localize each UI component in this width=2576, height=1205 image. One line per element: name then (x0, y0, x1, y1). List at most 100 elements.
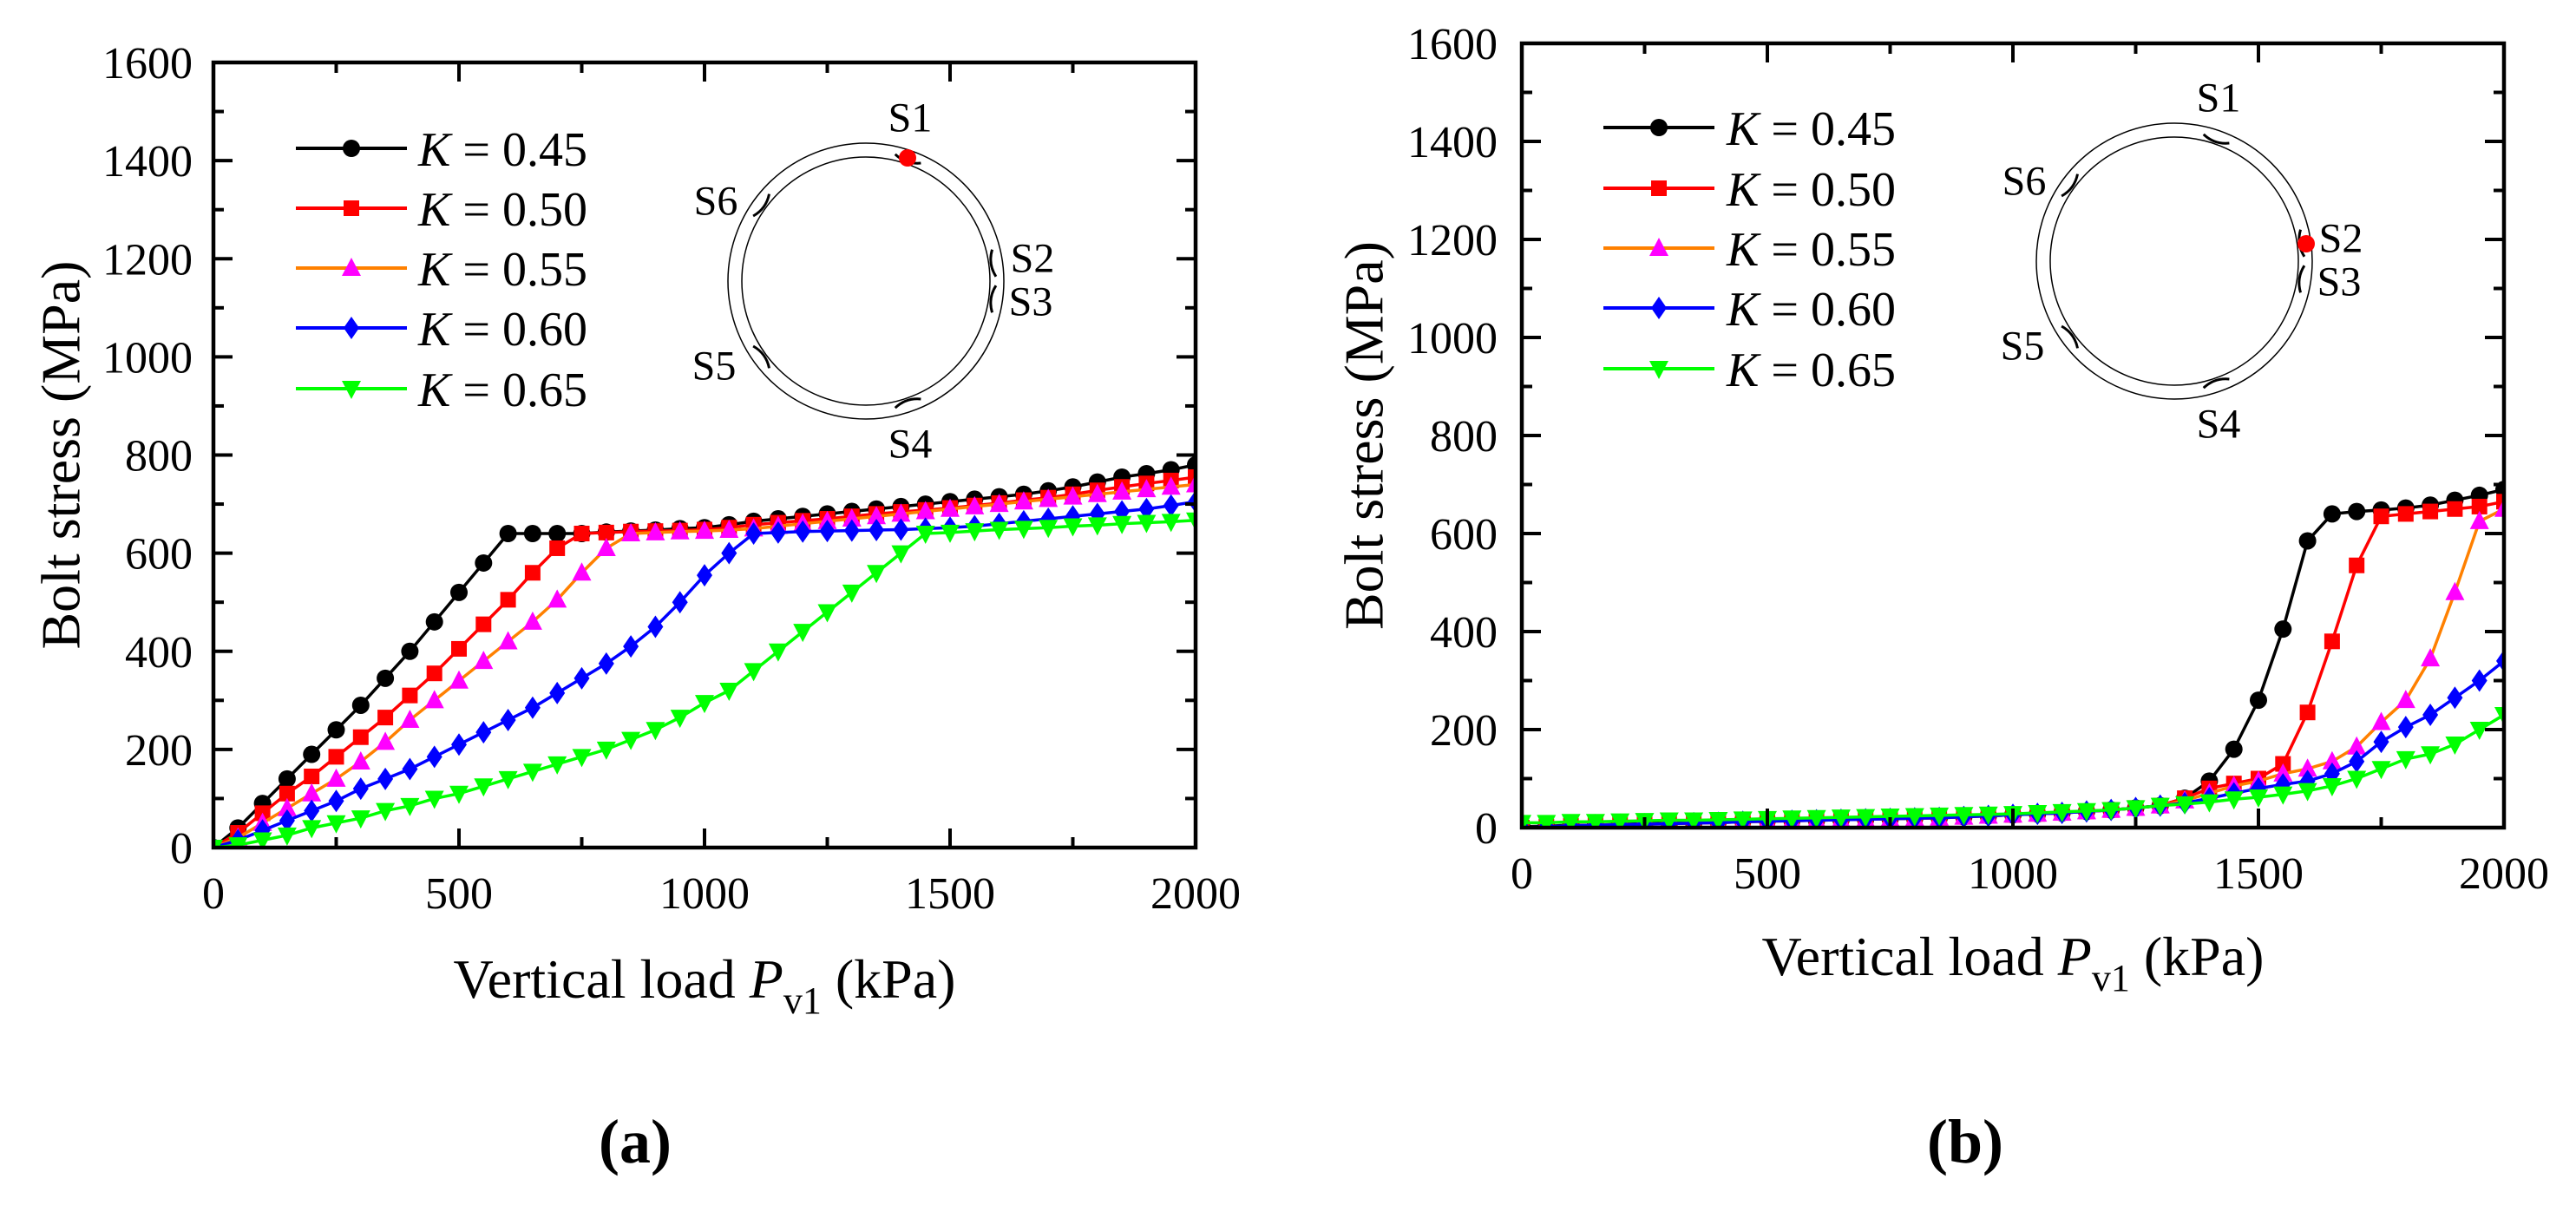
data-point (523, 525, 541, 542)
data-point (941, 524, 960, 543)
legend-label: K = 0.45 (1726, 102, 1896, 156)
data-point (670, 521, 690, 540)
plot-area (213, 455, 1196, 848)
data-point (1186, 474, 1196, 493)
data-point (2249, 789, 2268, 808)
legend-marker (344, 200, 359, 216)
data-point (989, 494, 1009, 513)
plot-area (1522, 481, 2504, 828)
data-point (451, 640, 467, 657)
y-tick-label: 200 (125, 726, 193, 776)
data-point (2052, 803, 2072, 822)
legend-marker (1651, 180, 1667, 196)
legend-item: K = 0.45 (1603, 102, 1896, 156)
bolt-icon (752, 344, 770, 369)
data-point (1013, 491, 1033, 510)
data-point (1161, 514, 1181, 533)
data-point (2273, 763, 2293, 782)
legend-marker (1649, 361, 1668, 379)
data-point (228, 837, 248, 848)
data-point (695, 695, 714, 714)
data-point (1806, 809, 1826, 828)
data-point (2347, 736, 2367, 755)
series-045 (1522, 481, 2504, 828)
y-tick-label: 1000 (102, 333, 193, 383)
data-point (2297, 783, 2317, 802)
data-point (2397, 506, 2414, 522)
legend-marker (343, 140, 360, 157)
data-point (2028, 805, 2048, 824)
data-point (1978, 806, 1998, 825)
data-point (498, 631, 518, 650)
data-point (1161, 476, 1181, 495)
data-point (768, 643, 788, 662)
panel-label: (a) (599, 1107, 672, 1176)
data-point (426, 745, 442, 769)
data-point (2150, 797, 2170, 816)
legend-item: K = 0.45 (296, 123, 587, 177)
data-point (1137, 514, 1157, 534)
legend-label: K = 0.65 (1726, 344, 1896, 397)
data-point (2445, 736, 2465, 755)
y-tick-label: 1400 (1407, 118, 1498, 167)
data-point (574, 526, 590, 541)
bolt-icon (894, 397, 921, 409)
legend-item: K = 0.50 (296, 183, 587, 237)
data-point (695, 521, 714, 540)
data-point (522, 763, 542, 783)
data-point (302, 820, 322, 839)
series-045 (213, 455, 1196, 848)
data-point (328, 789, 344, 813)
bolt-position-label: S6 (694, 179, 738, 225)
x-tick-label: 1000 (659, 869, 750, 919)
data-point (1659, 812, 1679, 828)
data-point (842, 584, 862, 603)
x-tick-label: 2000 (2459, 849, 2549, 899)
data-point (1063, 518, 1083, 537)
y-tick-label: 400 (1430, 608, 1498, 658)
data-point (304, 768, 320, 784)
series-065 (213, 512, 1196, 848)
y-tick-label: 1600 (102, 39, 193, 88)
data-point (1684, 812, 1704, 828)
data-point (424, 790, 444, 809)
data-point (2101, 802, 2121, 821)
data-point (277, 827, 297, 846)
data-point (1733, 811, 1753, 828)
x-axis-label-suffix: (kPa) (822, 948, 956, 1010)
data-point (817, 604, 837, 623)
data-point (2373, 730, 2389, 754)
data-point (647, 615, 664, 639)
panel-label: (b) (1927, 1107, 2003, 1176)
data-point (2299, 704, 2316, 721)
data-point (965, 523, 985, 542)
x-tick-label: 1500 (905, 869, 995, 919)
data-point (304, 799, 320, 822)
data-point (2348, 502, 2366, 521)
data-point (719, 520, 739, 539)
data-point (623, 635, 639, 658)
x-tick-label: 0 (202, 869, 225, 919)
data-point (2175, 796, 2195, 815)
data-point (548, 525, 567, 542)
segment-outer-ring (727, 142, 1005, 420)
data-point (424, 690, 444, 709)
data-point (351, 696, 370, 714)
data-point (572, 562, 592, 581)
data-point (2371, 711, 2391, 730)
data-point (1186, 512, 1196, 531)
series-060 (213, 490, 1196, 848)
data-point (598, 524, 614, 540)
legend-marker (1650, 119, 1668, 136)
x-tick-label: 2000 (1150, 869, 1241, 919)
data-point (2396, 690, 2415, 709)
data-point (2445, 581, 2465, 600)
legend-marker (342, 258, 361, 276)
data-point (574, 666, 590, 690)
data-point (770, 521, 786, 544)
data-point (646, 521, 665, 540)
y-tick-label: 1400 (102, 137, 193, 187)
data-point (475, 616, 492, 632)
